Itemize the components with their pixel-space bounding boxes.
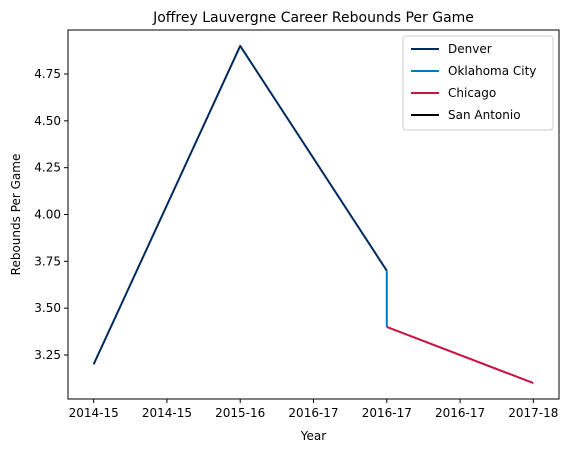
x-tick-label: 2014-15 [69, 406, 119, 420]
series-line-0 [92, 44, 388, 365]
x-tick-label: 2014-15 [142, 406, 192, 420]
legend-label-0: Denver [448, 42, 492, 56]
chart-title: Joffrey Lauvergne Career Rebounds Per Ga… [152, 10, 474, 26]
y-axis-label: Rebounds Per Game [9, 154, 23, 276]
legend-label-1: Oklahoma City [448, 64, 536, 78]
x-axis-label: Year [300, 429, 326, 443]
x-tick-label: 2017-18 [508, 406, 558, 420]
y-tick-label: 4.25 [34, 161, 61, 175]
legend-label-2: Chicago [448, 86, 496, 100]
x-tick-label: 2015-16 [215, 406, 265, 420]
y-tick-label: 3.25 [34, 348, 61, 362]
x-tick-label: 2016-17 [435, 406, 485, 420]
y-tick-label: 4.50 [34, 114, 61, 128]
x-tick-label: 2016-17 [288, 406, 338, 420]
series-line-2 [386, 325, 534, 385]
legend: Denver Oklahoma City Chicago San Antonio [402, 35, 554, 131]
y-tick-label: 4.75 [34, 67, 61, 81]
x-axis: 2014-15 2014-15 2015-16 2016-17 2016-17 2016-… [69, 399, 558, 420]
legend-label-3: San Antonio [448, 108, 521, 122]
y-axis: 3.25 3.50 3.75 4.00 4.25 4.50 4.75 [34, 67, 68, 362]
x-tick-label: 2016-17 [362, 406, 412, 420]
y-tick-label: 4.00 [34, 208, 61, 222]
y-tick-label: 3.50 [34, 301, 61, 315]
legend-box [402, 35, 554, 131]
y-tick-label: 3.75 [34, 254, 61, 268]
